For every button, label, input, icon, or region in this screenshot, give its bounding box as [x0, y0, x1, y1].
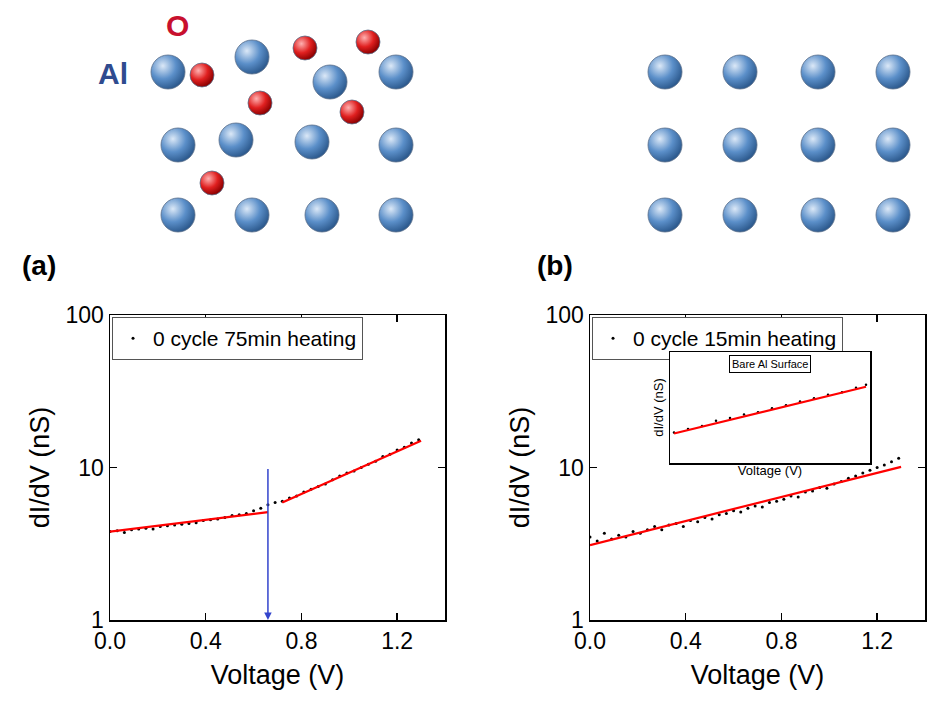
svg-text:dI/dV (nS): dI/dV (nS) [505, 407, 535, 529]
svg-text:1: 1 [91, 607, 104, 633]
svg-text:10: 10 [78, 455, 104, 481]
svg-text:0.0: 0.0 [94, 628, 126, 654]
svg-text:dI/dV (nS): dI/dV (nS) [651, 378, 666, 437]
svg-text:10: 10 [558, 455, 584, 481]
svg-text:0.0: 0.0 [574, 628, 606, 654]
svg-text:0 cycle 15min heating: 0 cycle 15min heating [633, 327, 836, 350]
svg-text:1.2: 1.2 [861, 628, 893, 654]
svg-text:(a): (a) [22, 250, 56, 281]
svg-text:1.2: 1.2 [381, 628, 413, 654]
svg-text:O: O [166, 9, 189, 42]
svg-text:0.4: 0.4 [670, 628, 702, 654]
svg-text:0 cycle 75min heating: 0 cycle 75min heating [153, 327, 356, 350]
svg-text:Bare Al Surface: Bare Al Surface [732, 358, 808, 370]
svg-text:Voltage (V): Voltage (V) [691, 660, 825, 690]
svg-text:1: 1 [571, 607, 584, 633]
svg-text:0.4: 0.4 [190, 628, 222, 654]
svg-text:Al: Al [98, 57, 128, 90]
svg-text:0.8: 0.8 [765, 628, 797, 654]
svg-text:100: 100 [66, 302, 104, 328]
svg-text:Voltage (V): Voltage (V) [211, 660, 345, 690]
svg-text:dI/dV (nS): dI/dV (nS) [25, 407, 55, 529]
svg-text:(b): (b) [537, 250, 573, 281]
svg-text:0.8: 0.8 [285, 628, 317, 654]
svg-text:100: 100 [546, 302, 584, 328]
svg-text:Voltage (V): Voltage (V) [738, 463, 802, 478]
